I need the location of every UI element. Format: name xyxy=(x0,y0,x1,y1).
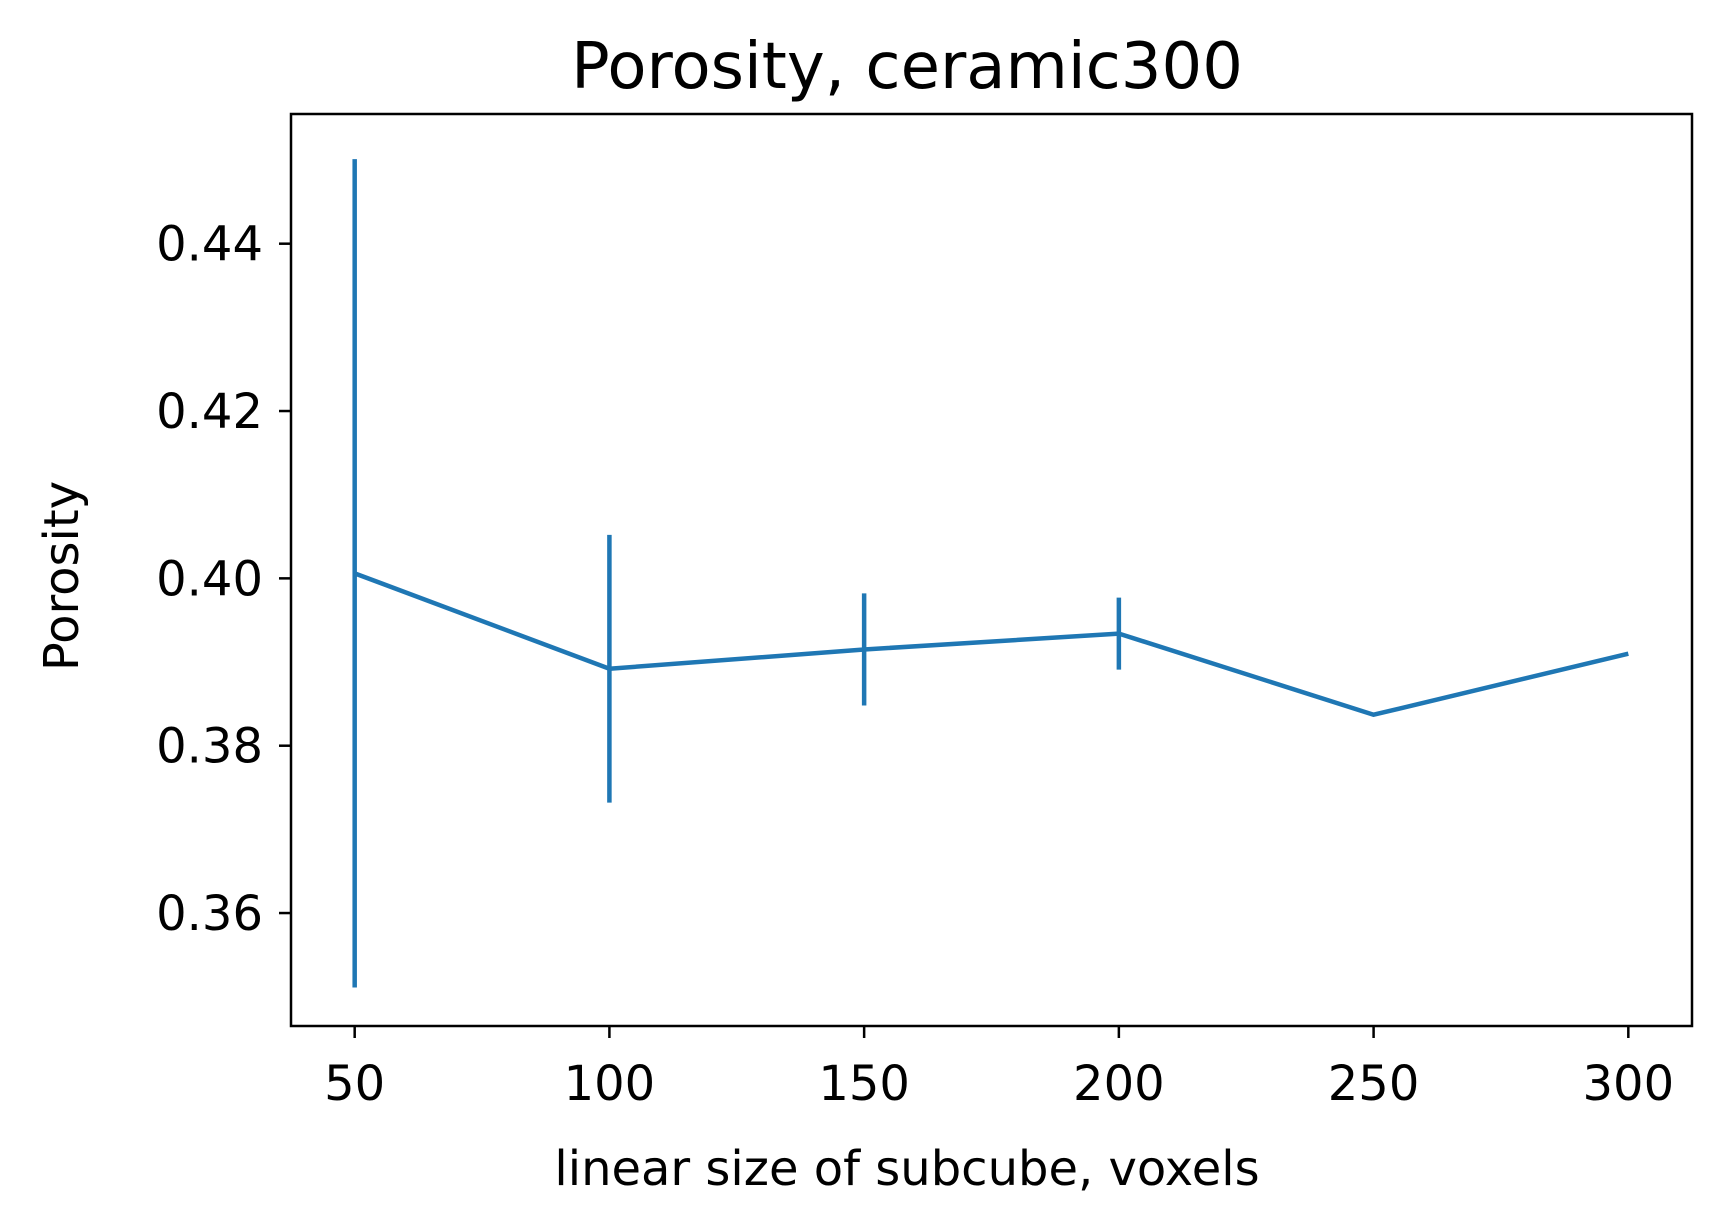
y-tick-label-0.36: 0.36 xyxy=(156,886,263,942)
series-line xyxy=(353,571,1629,717)
y-tick-label-0.42: 0.42 xyxy=(156,384,263,440)
y-axis-label: Porosity xyxy=(34,481,90,671)
x-tick-label-200: 200 xyxy=(1073,1056,1165,1112)
x-tick-label-250: 250 xyxy=(1328,1056,1420,1112)
y-tick-label-0.38: 0.38 xyxy=(156,719,263,775)
x-axis-label: linear size of subcube, voxels xyxy=(554,1141,1259,1197)
x-tick-label-300: 300 xyxy=(1583,1056,1675,1112)
axes: 50 100 150 200 250 300 0.36 0.38 0.40 0.42 0.44 xyxy=(156,112,1694,1112)
plot-area xyxy=(352,159,1629,988)
x-tick-label-150: 150 xyxy=(818,1056,910,1112)
x-tick-label-50: 50 xyxy=(324,1056,385,1112)
axes-frame xyxy=(289,112,1694,1028)
y-tick-label-0.40: 0.40 xyxy=(156,551,263,607)
chart-title: Porosity, ceramic300 xyxy=(571,30,1243,104)
x-tick-label-100: 100 xyxy=(564,1056,656,1112)
y-tick-label-0.44: 0.44 xyxy=(156,217,263,273)
